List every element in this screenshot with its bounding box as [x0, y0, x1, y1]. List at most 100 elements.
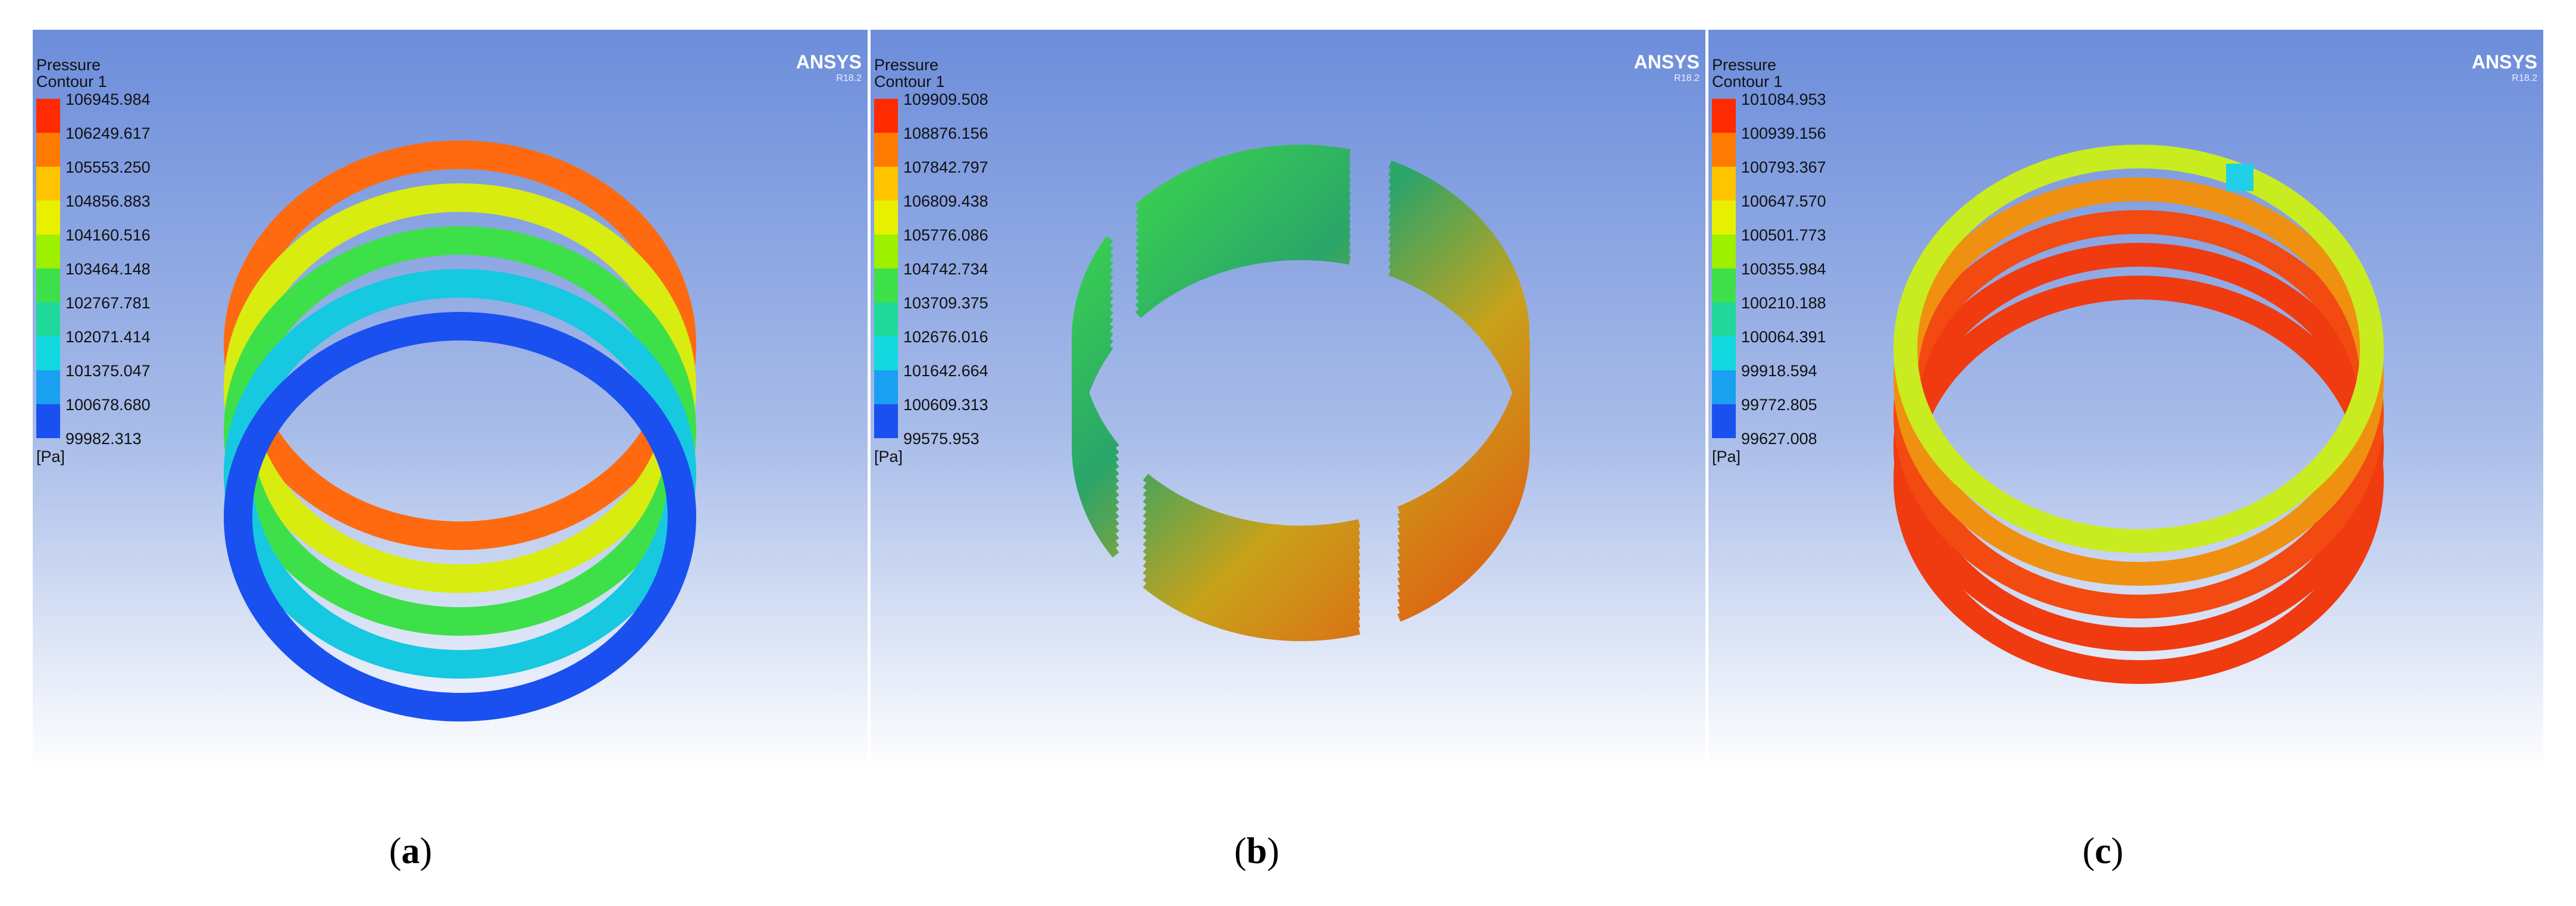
legend-band: [36, 302, 60, 336]
model: [224, 140, 696, 721]
legend-band: [36, 133, 60, 167]
legend-value: 105776.086: [903, 226, 988, 244]
legend-subtitle: Contour 1: [1712, 73, 1783, 90]
legend-band: [36, 99, 60, 133]
legend-title: Pressure: [1712, 56, 1776, 74]
legend-value: 105553.250: [65, 158, 151, 176]
legend-band: [874, 201, 898, 235]
legend-band: [1712, 201, 1736, 235]
legend-value: 104856.883: [65, 192, 151, 210]
legend-band: [36, 370, 60, 404]
legend-value: 100678.680: [65, 396, 151, 414]
legend-value: 100355.984: [1741, 260, 1826, 278]
legend-value: 100609.313: [903, 396, 988, 414]
legend-band: [36, 404, 60, 438]
version: R18.2: [2512, 73, 2537, 83]
ring: [1893, 145, 2384, 553]
caption: (c): [2083, 831, 2124, 871]
legend-band: [36, 167, 60, 201]
legend-value: 107842.797: [903, 158, 988, 176]
legend-band: [874, 99, 898, 133]
ring: [224, 312, 696, 721]
legend-value: 100501.773: [1741, 226, 1826, 244]
legend-band: [1712, 370, 1736, 404]
caption: (b): [1234, 831, 1279, 871]
legend-title: Pressure: [874, 56, 938, 74]
legend-value: 103464.148: [65, 260, 151, 278]
legend-title: Pressure: [36, 56, 101, 74]
cylinder-slice: [1072, 252, 1530, 641]
legend-band: [874, 133, 898, 167]
legend-value: 102676.016: [903, 328, 988, 346]
legend-value: 104742.734: [903, 260, 988, 278]
legend-band: [1712, 268, 1736, 302]
version: R18.2: [1674, 73, 1699, 83]
brand: ANSYS: [2472, 51, 2537, 73]
legend-value: 109909.508: [903, 90, 988, 108]
legend-band: [36, 336, 60, 370]
legend-unit: [Pa]: [874, 448, 903, 466]
legend-value: 102767.781: [65, 294, 151, 312]
legend-value: 101084.953: [1741, 90, 1826, 108]
legend-value: 104160.516: [65, 226, 151, 244]
legend-value: 99627.008: [1741, 430, 1817, 448]
caption-part: ): [420, 831, 433, 871]
legend-value: 100210.188: [1741, 294, 1826, 312]
caption-part: (: [2083, 831, 2095, 871]
legend-unit: [Pa]: [36, 448, 65, 466]
legend-value: 100793.367: [1741, 158, 1826, 176]
brand: ANSYS: [796, 51, 862, 73]
caption-part: (: [389, 831, 402, 871]
legend-band: [874, 302, 898, 336]
legend-band: [36, 268, 60, 302]
caption-part: c: [2095, 831, 2111, 871]
legend-band: [874, 235, 898, 268]
legend-value: 99918.594: [1741, 362, 1817, 380]
legend-band: [874, 404, 898, 438]
legend-value: 101375.047: [65, 362, 151, 380]
legend-value: 106249.617: [65, 124, 151, 142]
legend-unit: [Pa]: [1712, 448, 1741, 466]
legend-subtitle: Contour 1: [36, 73, 107, 90]
legend-band: [1712, 235, 1736, 268]
tab: [2226, 164, 2253, 191]
caption-part: (: [1234, 831, 1247, 871]
legend-value: 99772.805: [1741, 396, 1817, 414]
legend-band: [874, 268, 898, 302]
legend-band: [1712, 167, 1736, 201]
legend-value: 99575.953: [903, 430, 979, 448]
legend-band: [1712, 404, 1736, 438]
legend-band: [1712, 336, 1736, 370]
legend-subtitle: Contour 1: [874, 73, 945, 90]
legend-band: [1712, 133, 1736, 167]
model: [1072, 145, 1530, 641]
legend-band: [1712, 302, 1736, 336]
brand: ANSYS: [1634, 51, 1699, 73]
caption-part: ): [1267, 831, 1279, 871]
legend-band: [36, 201, 60, 235]
legend-value: 100064.391: [1741, 328, 1826, 346]
caption-part: ): [2111, 831, 2124, 871]
legend-value: 101642.664: [903, 362, 988, 380]
version: R18.2: [836, 73, 862, 83]
legend-band: [874, 370, 898, 404]
legend-band: [874, 336, 898, 370]
legend-value: 99982.313: [65, 430, 142, 448]
legend-value: 100939.156: [1741, 124, 1826, 142]
legend-value: 102071.414: [65, 328, 151, 346]
legend-band: [1712, 99, 1736, 133]
legend-value: 100647.570: [1741, 192, 1826, 210]
caption-part: b: [1247, 831, 1267, 871]
model: [1893, 145, 2384, 684]
legend-value: 106945.984: [65, 90, 151, 108]
panel-background: [871, 30, 1705, 773]
caption: (a): [389, 831, 432, 871]
caption-part: a: [402, 831, 420, 871]
legend-band: [874, 167, 898, 201]
legend-value: 103709.375: [903, 294, 988, 312]
legend-band: [36, 235, 60, 268]
